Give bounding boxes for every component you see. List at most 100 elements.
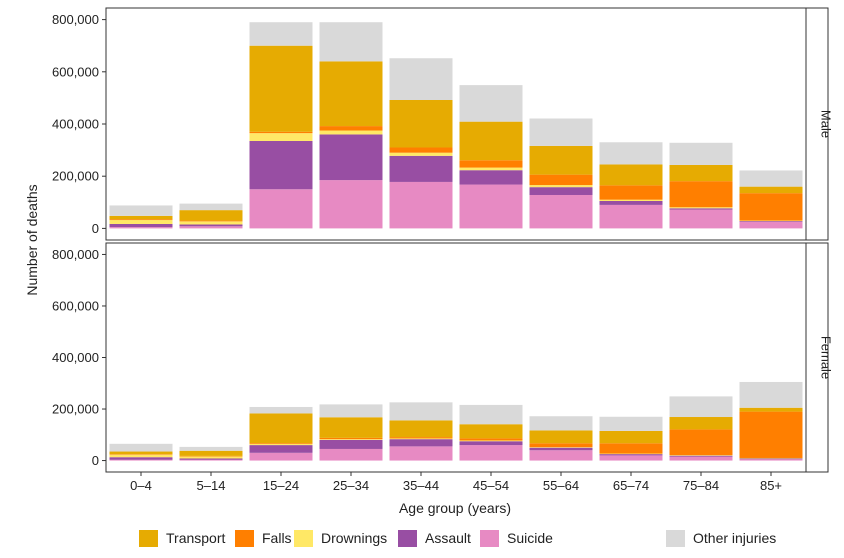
legend-label-transport: Transport	[166, 530, 226, 546]
y-tick-label-male-1: 200,000	[52, 169, 99, 184]
bar-segment-female-assault-0	[109, 457, 173, 460]
bar-segment-male-suicide-7	[599, 204, 663, 229]
bar-segment-male-suicide-6	[529, 194, 593, 229]
bar-segment-female-suicide-4	[389, 446, 453, 461]
bar-segment-male-other-injuries-7	[599, 142, 663, 165]
bar-segment-female-transport-6	[529, 430, 593, 444]
bar-segment-male-other-injuries-1	[179, 203, 243, 211]
legend-item-suicide: Suicide	[480, 526, 553, 550]
bar-segment-female-falls-1	[179, 455, 243, 457]
bar-segment-male-falls-9	[739, 193, 803, 221]
bar-segment-male-other-injuries-4	[389, 58, 453, 100]
x-axis-title: Age group (years)	[399, 500, 511, 516]
bar-segment-female-assault-7	[599, 454, 663, 456]
bar-segment-female-assault-4	[389, 439, 453, 447]
legend-label-suicide: Suicide	[507, 530, 553, 546]
bar-segment-female-assault-6	[529, 447, 593, 451]
bar-segment-male-assault-5	[459, 170, 523, 185]
bar-segment-male-transport-7	[599, 164, 663, 186]
bar-segment-male-drownings-0	[109, 220, 173, 224]
bar-segment-male-suicide-8	[669, 209, 733, 229]
x-tick-label-0: 0–4	[130, 478, 152, 493]
bar-segment-female-drownings-1	[179, 456, 243, 459]
legend: Transport Falls Drownings Assault Suicid…	[0, 526, 844, 552]
bar-segment-male-falls-3	[319, 126, 383, 131]
bar-segment-female-assault-9	[739, 458, 803, 460]
legend-item-drownings: Drownings	[294, 526, 387, 550]
bar-segment-male-transport-5	[459, 121, 523, 161]
bar-segment-female-transport-5	[459, 424, 523, 439]
bar-segment-male-assault-4	[389, 155, 453, 182]
bar-segment-male-drownings-3	[319, 130, 383, 135]
bar-segment-female-suicide-6	[529, 450, 593, 461]
bar-segment-female-falls-4	[389, 437, 453, 439]
y-tick-label-male-0: 0	[92, 221, 99, 236]
y-tick-label-male-4: 800,000	[52, 12, 99, 27]
bar-segment-male-drownings-8	[669, 207, 733, 209]
bar-segment-female-other-injuries-3	[319, 404, 383, 418]
bar-segment-male-drownings-5	[459, 167, 523, 171]
x-tick-label-7: 65–74	[613, 478, 649, 493]
bar-segment-female-drownings-4	[389, 438, 453, 440]
legend-item-assault: Assault	[398, 526, 471, 550]
bar-segment-male-other-injuries-9	[739, 170, 803, 187]
bar-segment-male-falls-7	[599, 185, 663, 200]
bar-segment-male-transport-6	[529, 145, 593, 175]
bar-segment-male-falls-1	[179, 220, 243, 222]
bar-segment-female-assault-5	[459, 441, 523, 446]
bar-segment-female-suicide-5	[459, 445, 523, 461]
bar-segment-female-suicide-7	[599, 455, 663, 461]
bar-segment-female-transport-4	[389, 420, 453, 438]
bar-segment-female-other-injuries-4	[389, 402, 453, 421]
legend-item-transport: Transport	[139, 526, 225, 550]
bar-segment-male-drownings-2	[249, 133, 313, 141]
bar-segment-male-transport-3	[319, 61, 383, 127]
legend-swatch-assault	[398, 529, 417, 547]
bar-segment-male-other-injuries-5	[459, 85, 523, 122]
bar-segment-male-other-injuries-3	[319, 22, 383, 62]
bar-segment-male-drownings-6	[529, 185, 593, 188]
legend-label-assault: Assault	[425, 530, 471, 546]
bar-segment-female-transport-0	[109, 451, 173, 455]
x-tick-label-4: 35–44	[403, 478, 439, 493]
bar-segment-female-drownings-2	[249, 443, 313, 446]
facet-strip-male	[805, 7, 829, 241]
legend-swatch-falls	[235, 529, 254, 547]
bar-segment-male-falls-4	[389, 147, 453, 153]
bar-segment-female-other-injuries-9	[739, 381, 803, 408]
bar-segment-male-falls-8	[669, 181, 733, 208]
bar-segment-male-suicide-1	[179, 226, 243, 229]
y-tick-label-female-1: 200,000	[52, 402, 99, 417]
bar-segment-female-transport-2	[249, 413, 313, 444]
bar-segment-female-other-injuries-5	[459, 404, 523, 425]
bar-segment-female-assault-3	[319, 439, 383, 449]
bar-segment-male-assault-2	[249, 140, 313, 190]
bar-segment-male-other-injuries-0	[109, 205, 173, 216]
legend-item-falls: Falls	[235, 526, 292, 550]
bar-segment-male-assault-6	[529, 187, 593, 195]
bar-segment-female-transport-1	[179, 450, 243, 456]
bar-segment-female-falls-2	[249, 443, 313, 444]
bar-segment-male-falls-0	[109, 219, 173, 221]
bar-segment-female-suicide-2	[249, 452, 313, 461]
bar-segment-female-drownings-0	[109, 454, 173, 458]
legend-swatch-other-injuries	[666, 529, 685, 547]
legend-label-other-injuries: Other injuries	[693, 530, 777, 546]
bar-segment-male-assault-1	[179, 224, 243, 227]
bar-segment-male-falls-6	[529, 174, 593, 186]
legend-swatch-suicide	[480, 529, 499, 547]
bar-segment-male-suicide-9	[739, 221, 803, 229]
bar-segment-male-suicide-5	[459, 184, 523, 229]
y-tick-label-female-3: 600,000	[52, 298, 99, 313]
bar-segment-female-falls-8	[669, 429, 733, 456]
y-tick-label-female-0: 0	[92, 453, 99, 468]
bar-segment-male-drownings-1	[179, 221, 243, 225]
bar-segment-female-assault-2	[249, 445, 313, 453]
bar-segment-female-assault-1	[179, 458, 243, 460]
x-tick-label-6: 55–64	[543, 478, 579, 493]
legend-label-falls: Falls	[262, 530, 292, 546]
bar-segment-female-falls-3	[319, 437, 383, 440]
facet-label-female: Female	[819, 336, 834, 379]
bar-segment-female-transport-3	[319, 417, 383, 438]
bar-segment-female-falls-7	[599, 443, 663, 454]
